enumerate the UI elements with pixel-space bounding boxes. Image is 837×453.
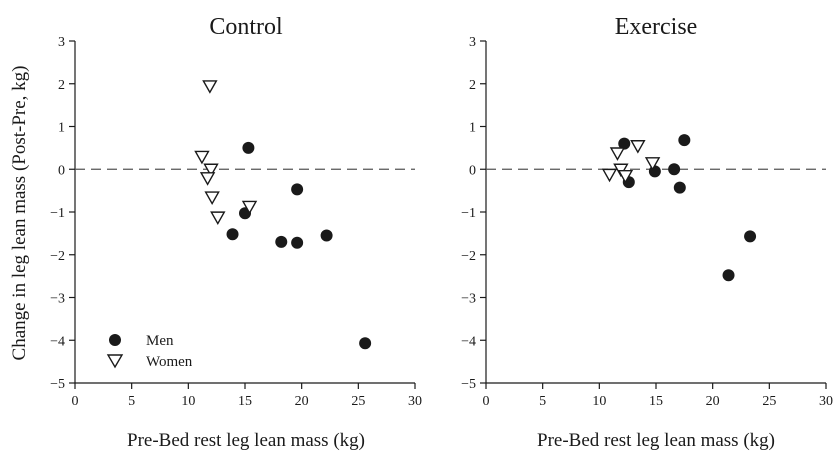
exercise-y-tick-label: −2 — [461, 249, 476, 264]
exercise-panel: Exercise Pre-Bed rest leg lean mass (kg)… — [461, 14, 833, 451]
control-y-tick-label: 2 — [58, 78, 65, 93]
control-x-tick-label: 25 — [351, 394, 365, 409]
control-point-women — [203, 163, 219, 178]
exercise-x-tick-label: 25 — [762, 394, 776, 409]
control-x-tick-label: 20 — [295, 394, 309, 409]
exercise-y-tick-label: −5 — [461, 377, 476, 392]
exercise-x-tick-label: 5 — [539, 394, 546, 409]
control-point-women — [199, 172, 216, 186]
legend-label-men: Men — [146, 333, 174, 349]
exercise-y-tick-label: 3 — [469, 35, 476, 50]
control-y-tick-label: 3 — [58, 35, 65, 50]
exercise-point-men — [668, 163, 681, 176]
exercise-point-women — [630, 140, 646, 154]
exercise-x-tick-label: 15 — [649, 394, 663, 409]
control-point-men — [291, 183, 304, 196]
control-point-men — [359, 337, 372, 350]
control-y-tick-label: −4 — [50, 334, 65, 349]
exercise-point-men — [673, 181, 686, 194]
exercise-x-tick-label: 0 — [483, 394, 490, 409]
control-x-axis-title: Pre-Bed rest leg lean mass (kg) — [127, 430, 365, 451]
exercise-point-men — [722, 269, 735, 282]
control-y-tick-label: 1 — [58, 121, 65, 136]
control-title: Control — [209, 14, 283, 40]
exercise-x-tick-label: 30 — [819, 394, 833, 409]
control-point-women — [241, 200, 258, 215]
exercise-y-tick-label: −1 — [461, 206, 476, 221]
legend-marker-men — [109, 334, 121, 346]
exercise-point-women — [601, 168, 618, 183]
legend-label-women: Women — [146, 354, 193, 370]
control-y-tick-label: −5 — [50, 377, 65, 392]
control-x-tick-label: 15 — [238, 394, 252, 409]
y-axis-title: Change in leg lean mass (Post-Pre, kg) — [9, 66, 30, 361]
control-point-men — [320, 229, 333, 242]
exercise-point-men — [618, 137, 631, 150]
control-x-tick-label: 5 — [128, 394, 135, 409]
control-x-tick-label: 10 — [181, 394, 195, 409]
exercise-point-women — [609, 147, 626, 161]
exercise-y-tick-label: 2 — [469, 78, 476, 93]
exercise-x-tick-label: 20 — [706, 394, 720, 409]
control-x-tick-label: 0 — [72, 394, 79, 409]
control-y-tick-label: −2 — [50, 249, 65, 264]
exercise-point-women — [617, 169, 634, 184]
legend: Men Women — [106, 333, 193, 370]
control-point-women — [204, 191, 220, 205]
control-x-tick-label: 30 — [408, 394, 422, 409]
exercise-point-men — [678, 134, 691, 147]
control-point-men — [291, 236, 304, 249]
exercise-title: Exercise — [615, 14, 698, 40]
control-point-men — [275, 235, 288, 248]
control-point-women — [194, 150, 210, 165]
exercise-point-men — [744, 230, 757, 243]
exercise-y-tick-label: 1 — [469, 121, 476, 136]
control-point-women — [210, 211, 226, 226]
exercise-y-tick-label: −3 — [461, 292, 476, 307]
exercise-point-women — [644, 157, 661, 171]
exercise-x-tick-label: 10 — [592, 394, 606, 409]
exercise-y-tick-label: −4 — [461, 334, 476, 349]
legend-marker-women — [106, 354, 124, 369]
control-y-tick-label: −3 — [50, 292, 65, 307]
control-y-tick-label: 0 — [58, 163, 65, 178]
control-panel: Control Pre-Bed rest leg lean mass (kg) … — [50, 14, 422, 451]
control-point-men — [226, 228, 239, 241]
control-point-men — [242, 141, 255, 154]
exercise-y-tick-label: 0 — [469, 163, 476, 178]
exercise-x-axis-title: Pre-Bed rest leg lean mass (kg) — [537, 430, 775, 451]
control-y-tick-label: −1 — [50, 206, 65, 221]
control-point-women — [202, 80, 218, 94]
